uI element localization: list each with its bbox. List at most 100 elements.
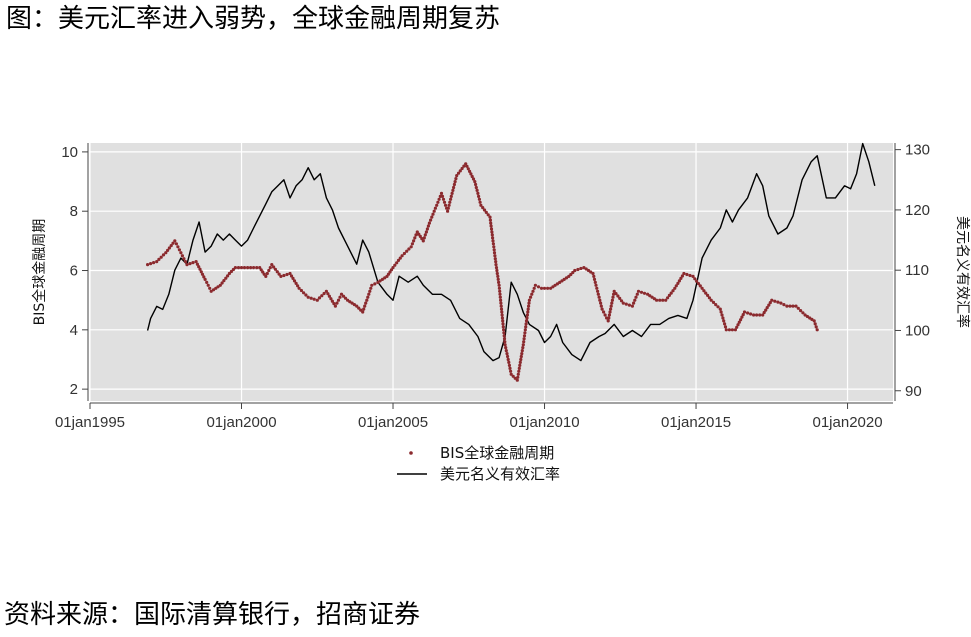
cycle-point-interp (490, 230, 494, 234)
cycle-point-interp (231, 267, 235, 272)
cycle-point (630, 304, 635, 308)
cycle-point (803, 313, 807, 317)
right-y-tick-labels: 90 100 110 120 130 (905, 142, 930, 400)
cycle-point-interp (343, 296, 348, 300)
cycle-point-interp (522, 334, 527, 338)
cycle-point-interp (458, 169, 462, 173)
cycle-point-interp (447, 203, 451, 207)
cycle-point-interp (755, 313, 759, 317)
cycle-point-interp (208, 286, 212, 290)
cycle-point-interp (410, 242, 414, 246)
cycle-point (533, 283, 538, 287)
cycle-point-interp (799, 309, 803, 313)
cycle-point-interp (658, 298, 662, 302)
cycle-point-interp (396, 258, 401, 262)
cycle-point-interp (177, 248, 181, 252)
cycle-point-interp (502, 331, 506, 335)
cycle-point-interp (813, 322, 817, 326)
cycle-point-interp (497, 280, 501, 284)
cycle-point-interp (222, 279, 226, 283)
cycle-point-interp (650, 295, 654, 299)
cycle-point-interp (500, 313, 504, 317)
cycle-point-interp (648, 294, 652, 298)
cycle-point-interp (814, 325, 818, 329)
right-y-tick-label: 90 (905, 383, 922, 400)
left-y-tick-labels: 2 4 6 8 10 (61, 144, 78, 398)
cycle-point (297, 286, 301, 290)
cycle-point-interp (499, 304, 503, 308)
cycle-point-interp (484, 210, 488, 214)
cycle-point-interp (526, 307, 530, 311)
cycle-point-interp (741, 313, 745, 317)
cycle-point (591, 271, 595, 276)
cycle-point (497, 283, 501, 287)
cycle-point (155, 260, 159, 264)
cycle-point-interp (498, 295, 502, 299)
cycle-point-interp (398, 256, 402, 260)
cycle-point-interp (501, 319, 505, 323)
cycle-point-interp (576, 267, 580, 272)
cycle-point-interp (262, 272, 266, 276)
cycle-point-interp (497, 286, 501, 290)
cycle-point-interp (503, 340, 507, 344)
x-tick-labels: 01jan1995 01jan2000 01jan2005 01jan2010 01ja… (55, 414, 883, 431)
cycle-point-interp (393, 263, 397, 267)
cycle-point-interp (499, 301, 503, 305)
cycle-point-interp (527, 304, 531, 308)
cycle-point-interp (236, 266, 241, 270)
cycle-point (724, 328, 728, 332)
cycle-point-interp (624, 302, 628, 306)
cycle-point-interp (469, 172, 473, 176)
cycle-point-interp (167, 246, 171, 250)
x-tick-label: 01jan2005 (358, 414, 428, 431)
cycle-point-interp (272, 265, 276, 269)
cycle-point-interp (216, 285, 220, 289)
cycle-point-interp (420, 237, 424, 241)
cycle-point (691, 274, 695, 278)
cycle-point-interp (431, 212, 435, 216)
cycle-point-interp (197, 265, 201, 269)
cycle-point-interp (350, 301, 354, 305)
cycle-point-interp (474, 185, 478, 190)
cycle-point-interp (735, 325, 739, 329)
left-y-tick-label: 8 (70, 203, 78, 220)
cycle-point-interp (255, 266, 259, 270)
left-y-axis-label: BIS全球金融周期 (31, 219, 48, 326)
cycle-point-interp (341, 294, 346, 298)
cycle-point-interp (373, 282, 377, 286)
cycle-point-interp (449, 194, 453, 198)
cycle-point-interp (593, 280, 597, 284)
cycle-point (785, 304, 789, 308)
cycle-point-interp (450, 191, 454, 195)
cycle-point-interp (632, 301, 636, 305)
cycle-point (509, 372, 513, 376)
cycle-point-interp (579, 266, 583, 271)
cycle-point (812, 319, 816, 323)
cycle-point-interp (634, 295, 638, 299)
cycle-point (815, 328, 819, 332)
cycle-point-interp (504, 346, 508, 350)
cycle-point (185, 263, 189, 267)
cycle-point-interp (520, 352, 524, 356)
cycle-point-interp (452, 182, 456, 187)
left-y-tick-label: 6 (70, 263, 78, 280)
cycle-point-interp (522, 340, 526, 344)
cycle-point-interp (706, 293, 710, 297)
cycle-point (621, 301, 625, 305)
x-tick-label: 01jan2010 (509, 414, 579, 431)
cycle-point-interp (542, 286, 547, 290)
cycle-point-interp (490, 233, 494, 237)
cycle-point-interp (685, 272, 689, 277)
x-tick-label: 01jan2020 (813, 414, 883, 431)
cycle-point-interp (532, 286, 536, 290)
cycle-point-interp (524, 319, 529, 323)
cycle-point (179, 251, 183, 255)
cycle-point-interp (494, 260, 498, 264)
cycle-point-interp (782, 303, 786, 307)
cycle-point-interp (555, 282, 560, 286)
cycle-point (521, 343, 525, 347)
cycle-point-interp (422, 236, 426, 240)
cycle-point-interp (292, 279, 297, 283)
cycle-point-interp (498, 289, 502, 293)
